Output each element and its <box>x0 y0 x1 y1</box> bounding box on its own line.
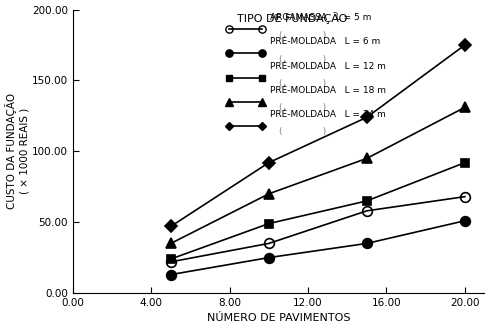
Y-axis label: CUSTO DA FUNDAÇÃO
( × 1000 REAIS ): CUSTO DA FUNDAÇÃO ( × 1000 REAIS ) <box>5 93 29 209</box>
Text: PRÉ-MOLDADA   L = 18 m: PRÉ-MOLDADA L = 18 m <box>270 86 387 95</box>
Text: (              ): ( ) <box>279 103 326 112</box>
Text: PRÉ-MOLDADA   L = 12 m: PRÉ-MOLDADA L = 12 m <box>270 62 386 70</box>
Text: TIPO DE FUNDAÇÃO: TIPO DE FUNDAÇÃO <box>238 13 348 24</box>
Text: (              ): ( ) <box>279 55 326 64</box>
X-axis label: NÚMERO DE PAVIMENTOS: NÚMERO DE PAVIMENTOS <box>207 314 350 323</box>
Text: PRÉ-MOLDADA   L = 6 m: PRÉ-MOLDADA L = 6 m <box>270 38 381 46</box>
Text: (              ): ( ) <box>279 79 326 88</box>
Text: ARGAMASSA   L = 5 m: ARGAMASSA L = 5 m <box>270 13 372 22</box>
Text: PRÉ-MOLDADA   L = 24 m: PRÉ-MOLDADA L = 24 m <box>270 110 386 119</box>
Text: (              ): ( ) <box>279 127 326 136</box>
Text: (              ): ( ) <box>279 31 326 40</box>
